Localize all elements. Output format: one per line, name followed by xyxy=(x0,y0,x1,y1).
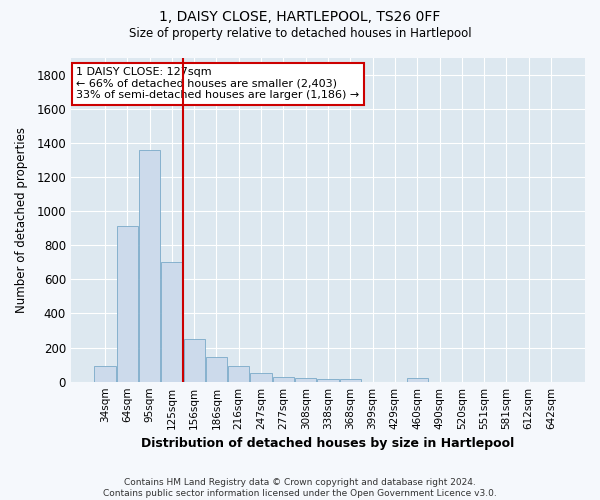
Text: 1 DAISY CLOSE: 127sqm
← 66% of detached houses are smaller (2,403)
33% of semi-d: 1 DAISY CLOSE: 127sqm ← 66% of detached … xyxy=(76,67,359,100)
Bar xyxy=(139,150,160,382)
Text: Size of property relative to detached houses in Hartlepool: Size of property relative to detached ho… xyxy=(128,28,472,40)
Bar xyxy=(116,226,138,382)
Bar xyxy=(250,372,272,382)
Bar xyxy=(161,262,182,382)
Bar xyxy=(184,340,205,382)
Y-axis label: Number of detached properties: Number of detached properties xyxy=(15,126,28,312)
Text: Contains HM Land Registry data © Crown copyright and database right 2024.
Contai: Contains HM Land Registry data © Crown c… xyxy=(103,478,497,498)
Bar xyxy=(317,379,338,382)
Bar xyxy=(206,358,227,382)
Text: 1, DAISY CLOSE, HARTLEPOOL, TS26 0FF: 1, DAISY CLOSE, HARTLEPOOL, TS26 0FF xyxy=(160,10,440,24)
Bar xyxy=(94,366,116,382)
Bar xyxy=(273,377,294,382)
Bar xyxy=(407,378,428,382)
X-axis label: Distribution of detached houses by size in Hartlepool: Distribution of detached houses by size … xyxy=(142,437,515,450)
Bar xyxy=(295,378,316,382)
Bar xyxy=(340,379,361,382)
Bar xyxy=(228,366,250,382)
